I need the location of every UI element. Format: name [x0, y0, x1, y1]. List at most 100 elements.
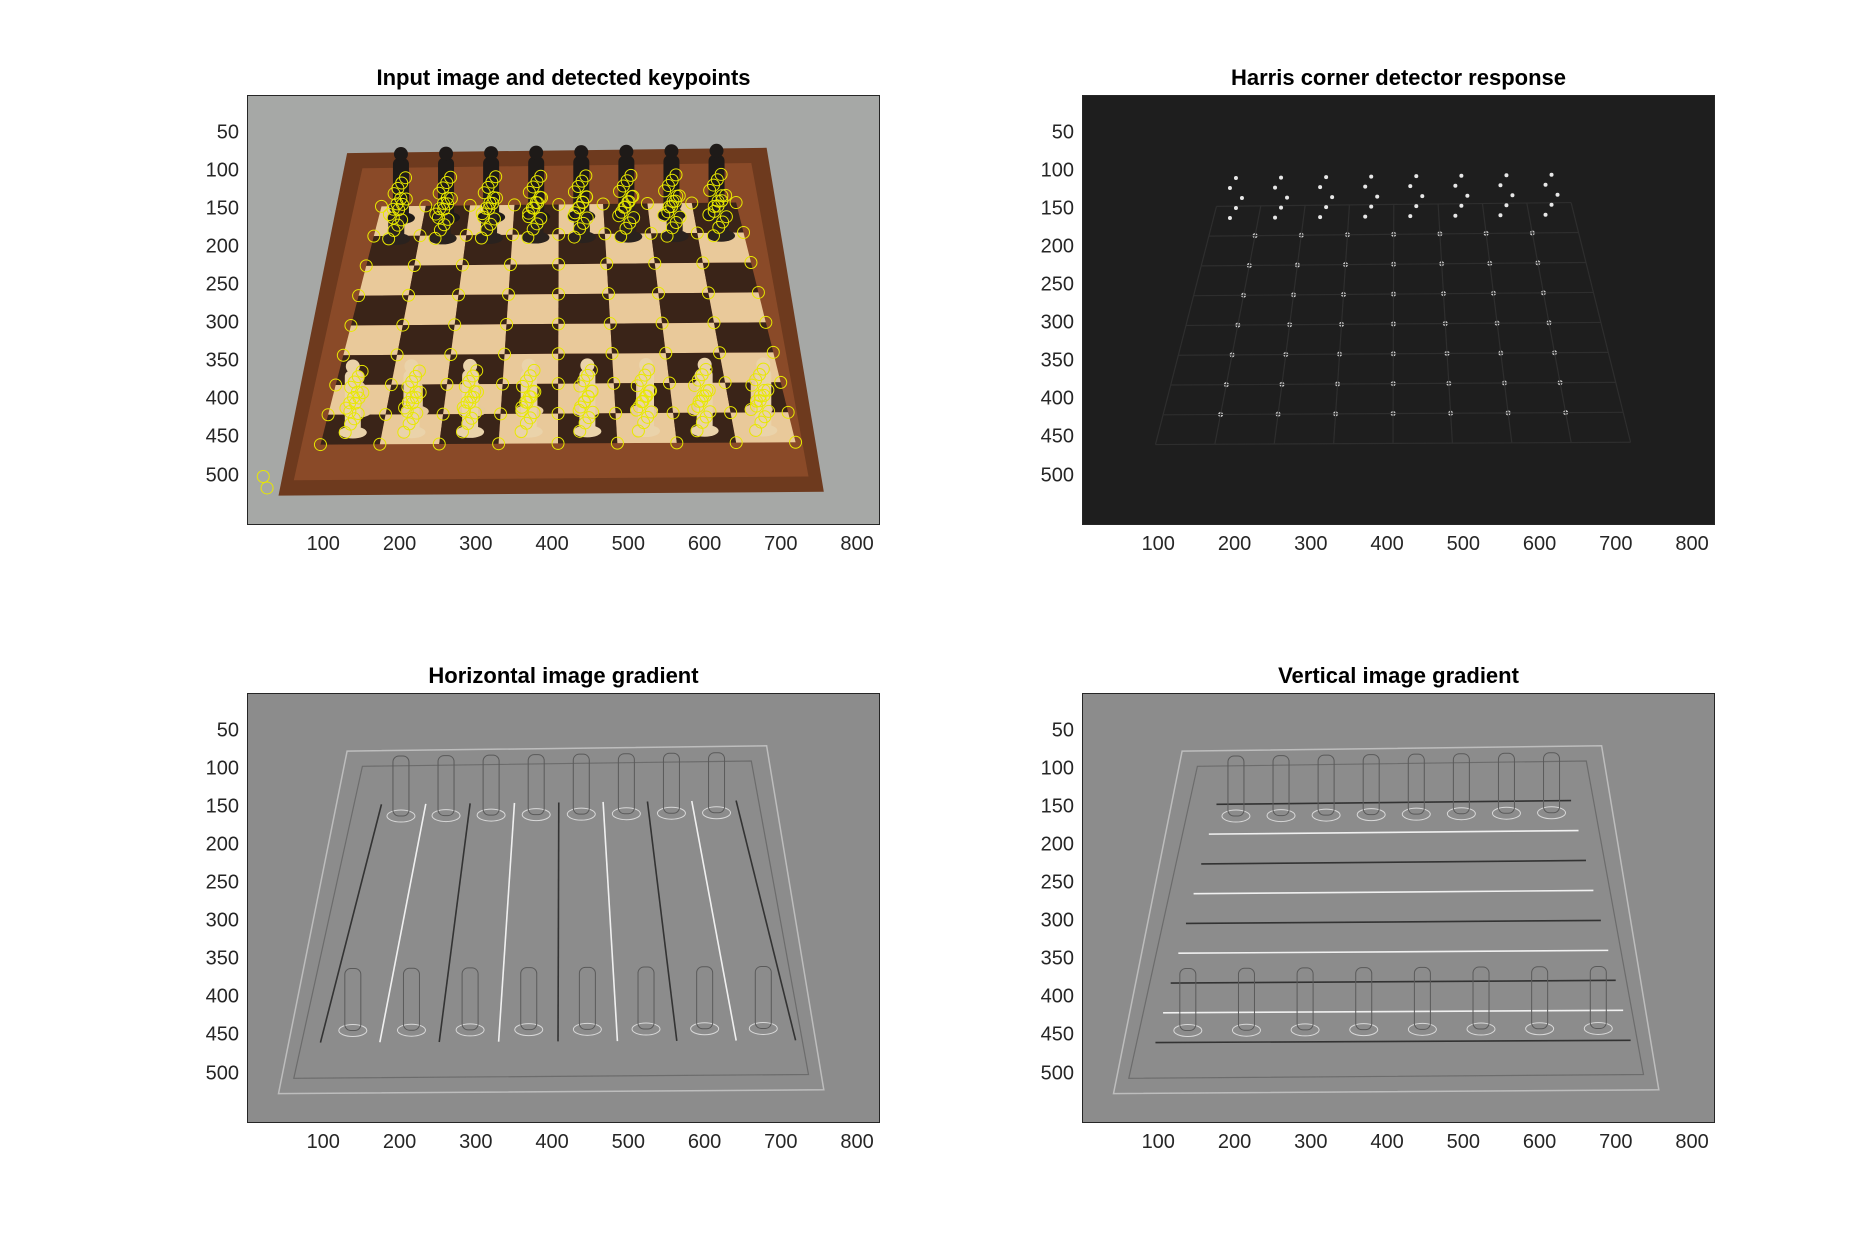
keypoint-marker	[630, 379, 644, 393]
keypoint-marker	[598, 227, 612, 241]
board-square	[450, 324, 507, 355]
piece-outline	[392, 755, 410, 817]
keypoint-marker	[781, 405, 795, 419]
keypoint-marker	[396, 318, 410, 332]
keypoint-marker	[619, 221, 633, 235]
keypoint-marker	[402, 288, 416, 302]
chess-piece-head	[756, 357, 771, 372]
chess-piece-head	[439, 146, 454, 161]
keypoint-marker	[644, 226, 658, 240]
x-tick-label: 600	[687, 1131, 722, 1153]
board-square	[506, 294, 559, 325]
keypoint-marker	[696, 256, 710, 270]
x-tick-label: 600	[1522, 533, 1557, 555]
keypoint-marker	[444, 348, 458, 362]
keypoint-marker	[751, 285, 765, 299]
keypoint-marker	[515, 400, 529, 414]
keypoint-marker	[432, 437, 446, 451]
piece-outline	[1407, 1022, 1437, 1036]
harris-response-point	[1318, 185, 1323, 190]
piece-outline	[344, 968, 362, 1032]
board-outline	[1112, 745, 1660, 1095]
keypoint-marker	[502, 287, 516, 301]
keypoint-marker	[387, 224, 401, 238]
piece-outline	[1231, 1023, 1261, 1037]
y-tick-label: 250	[205, 871, 239, 894]
piece-outline	[437, 755, 455, 817]
piece-outline	[631, 1022, 661, 1036]
y-tick-label: 50	[216, 121, 239, 144]
piece-outline	[520, 967, 538, 1031]
keypoint-marker	[475, 207, 489, 221]
y-tick-label: 100	[205, 757, 239, 780]
keypoint-marker	[691, 399, 705, 413]
keypoint-marker	[690, 226, 704, 240]
piece-outline	[572, 1022, 602, 1036]
board-square	[604, 233, 655, 264]
keypoint-marker	[260, 481, 274, 495]
keypoint-marker	[551, 436, 565, 450]
y-tick-label: 200	[205, 235, 239, 258]
x-tick-label: 700	[764, 1131, 798, 1153]
y-tick-label: 450	[1040, 425, 1074, 448]
y-tick-label: 100	[205, 159, 239, 182]
keypoint-marker	[685, 196, 699, 210]
piece-outline	[455, 1023, 485, 1037]
piece-outline	[708, 752, 726, 814]
harris-response-point	[1279, 175, 1284, 180]
piece-outline	[1407, 753, 1425, 815]
gradient-background	[1083, 694, 1714, 1122]
gradient-edge	[690, 800, 737, 1041]
piece-outline	[1227, 755, 1245, 817]
piece-outline	[1311, 808, 1341, 822]
keypoint-marker	[745, 378, 759, 392]
piece-outline	[461, 967, 479, 1031]
gradient-edge	[497, 802, 516, 1042]
harris-response-point	[1273, 215, 1278, 220]
piece-outline	[1583, 1021, 1613, 1035]
piece-outline	[1349, 1023, 1379, 1037]
y-tick-label: 300	[1040, 311, 1074, 334]
piece-outline	[1173, 1024, 1203, 1038]
chess-piece-head	[393, 147, 408, 162]
piece-outline	[1356, 808, 1386, 822]
keypoint-marker	[398, 401, 412, 415]
piece-outline	[702, 806, 732, 820]
y-tick-label: 500	[205, 1062, 239, 1085]
keypoint-marker	[448, 318, 462, 332]
y-tick-label: 150	[1040, 795, 1074, 818]
keypoint-marker	[519, 416, 533, 430]
keypoint-marker	[665, 221, 679, 235]
keypoint-marker	[688, 378, 702, 392]
harris-response-point	[1504, 203, 1509, 208]
keypoint-marker	[516, 379, 530, 393]
piece-outline	[1317, 754, 1335, 816]
harris-response-point	[1318, 215, 1323, 220]
keypoint-marker	[658, 184, 672, 198]
piece-outline	[1543, 752, 1561, 814]
chess-piece-head	[484, 146, 499, 161]
keypoint-marker	[461, 417, 475, 431]
harris-response-point	[1414, 174, 1419, 179]
piece-outline	[1413, 966, 1431, 1030]
keypoint-marker	[766, 345, 780, 359]
keypoint-marker	[433, 223, 447, 237]
keypoint-marker	[754, 415, 768, 429]
board-square	[558, 263, 609, 295]
harris-response-point	[1369, 204, 1374, 209]
board-square	[606, 263, 659, 294]
board-square	[343, 325, 403, 356]
keypoint-marker	[429, 207, 443, 221]
piece-outline	[1401, 807, 1431, 821]
harris-edge	[1155, 441, 1631, 446]
keypoint-marker	[670, 436, 684, 450]
keypoint-marker	[729, 436, 743, 450]
keypoint-marker	[492, 437, 506, 451]
keypoint-marker	[707, 316, 721, 330]
panel-title: Harris corner detector response	[1230, 65, 1567, 90]
image-plot	[248, 694, 879, 1122]
keypoint-marker	[503, 258, 517, 272]
x-tick-label: 500	[1446, 533, 1480, 555]
chess-piece-head	[404, 359, 419, 374]
keypoint-marker	[614, 205, 628, 219]
